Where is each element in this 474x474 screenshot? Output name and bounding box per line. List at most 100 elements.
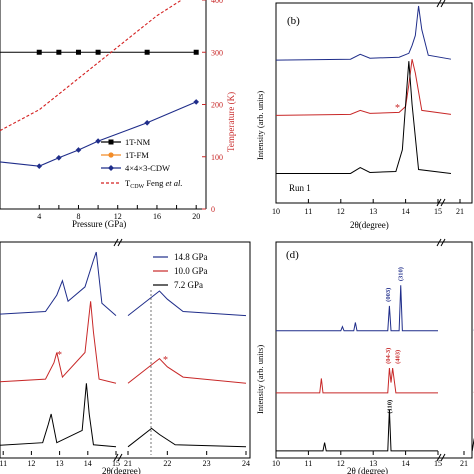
legend-feng-italic: et al.	[165, 178, 182, 188]
panel-b-axis-break	[436, 0, 446, 207]
panel-d-x-tick-label: 11	[305, 459, 313, 468]
panel-a-point	[56, 154, 62, 161]
legend-label-feng: TCDW Feng et al.	[125, 178, 182, 190]
legend-feng-mid: Feng	[144, 178, 165, 188]
panel-c: 10111213141521222324 2θ(degree) * * 14.8…	[0, 238, 251, 474]
panel-b-label: (b)	[287, 15, 300, 27]
panel-c-series-line	[127, 357, 247, 384]
panel-b-x-tick-label: 12	[337, 207, 345, 216]
panel-d-axis-break	[436, 238, 446, 462]
panel-c-series-line	[0, 301, 117, 384]
legend-label-7-2: 7.2 GPa	[174, 280, 203, 290]
panel-a-point	[193, 49, 199, 55]
panel-a-series-line	[0, 101, 197, 167]
panel-d-ylabel: Intensity (arb. units)	[255, 345, 265, 414]
panel-d-peak-labels: (003)(310)(313)(04-3)(403)(4-43)(110)(01…	[385, 267, 474, 438]
panel-b-x-tick-label: 14	[402, 207, 410, 216]
panel-b-x-tick-label: 21	[456, 207, 464, 216]
panel-c-xlabel: 2θ(degree)	[102, 466, 141, 474]
panel-b-series-line	[275, 59, 452, 116]
panel-a-point	[144, 49, 150, 55]
panel-d-peak-label: (310)	[398, 267, 405, 281]
legend-label-fm: 1T-FM	[125, 150, 149, 160]
panel-a-ylabel-right: Temperature (K)	[226, 92, 236, 152]
panel-d-series-line	[276, 367, 438, 394]
panel-a-point	[193, 99, 199, 105]
panel-d-x-tick-label: 21	[460, 459, 468, 468]
panel-c-x-tick-label: 11	[0, 459, 7, 468]
panel-a-point	[56, 49, 62, 55]
panel-a-y-tick-label: 0	[211, 205, 215, 214]
panel-c-x-tick-label: 22	[163, 459, 171, 468]
panel-c-star-1: *	[57, 350, 62, 361]
panel-b-star-marker: *	[395, 103, 400, 114]
panel-b-x-tick-label: 13	[369, 207, 377, 216]
panel-a-series	[0, 0, 199, 169]
panel-b-series	[275, 5, 452, 174]
panel-d-series-line	[276, 285, 438, 332]
panel-d-x-tick-label: 13	[369, 459, 377, 468]
panel-a: 4 8 12 16 20 0 100 200 300 400 Pressure (GPa) Te…	[0, 0, 236, 229]
panel-c-legend: 14.8 GPa 10.0 GPa 7.2 GPa	[153, 252, 208, 290]
panel-a-x-tick-label: 20	[192, 212, 200, 221]
panel-a-point	[144, 119, 150, 126]
legend-marker-fm	[108, 152, 114, 158]
panel-d-x-tick-label: 12	[337, 459, 345, 468]
legend-label-10-0: 10.0 GPa	[174, 266, 208, 276]
panel-c-series-line	[127, 290, 247, 317]
panel-a-x-tick-label: 16	[153, 212, 161, 221]
panel-b-x-tick-label: 11	[305, 207, 313, 216]
panel-a-x-tick-label: 12	[114, 212, 122, 221]
panel-c-series	[0, 251, 247, 448]
legend-feng-prefix: T	[125, 178, 131, 188]
panel-c-series-line	[127, 427, 247, 448]
panel-c-x-tick-label: 23	[203, 459, 211, 468]
legend-feng-sub: CDW	[130, 184, 144, 190]
panel-a-y-tick-label: 400	[211, 0, 223, 5]
legend-label-nm: 1T-NM	[125, 137, 151, 147]
panel-c-x-tick-label: 14	[84, 459, 92, 468]
panel-a-point	[75, 49, 81, 55]
panel-b-frame	[275, 2, 473, 204]
panel-b-series-line	[276, 61, 452, 174]
panel-d-frame	[275, 241, 473, 459]
panel-d-x-tick-label: 15	[434, 459, 442, 468]
legend-marker-cdw	[108, 165, 114, 171]
panel-a-legend: 1T-NM 1T-FM 4×4×3-CDW TCDW Feng et al.	[101, 137, 182, 190]
panel-d-peak-label: (403)	[395, 350, 402, 364]
panel-c-x-tick-label: 24	[242, 459, 250, 468]
panel-d-peak-label: (110)	[386, 400, 393, 414]
panel-d-xlabel: 2θ (degree)	[347, 466, 388, 474]
panel-b: 10 11 12 13 14 15 21 (b) Intensity (arb. units…	[255, 0, 473, 230]
panel-d-peak-label: (003)	[385, 288, 392, 302]
panel-d-series-line	[471, 438, 474, 451]
panel-a-x-ticks: 4 8 12 16 20	[37, 205, 200, 221]
panel-c-series-line	[0, 251, 117, 316]
panel-a-series-line	[0, 0, 182, 132]
panel-a-x-tick-label: 8	[76, 212, 80, 221]
legend-marker-nm	[108, 139, 114, 145]
panel-a-point	[95, 49, 101, 55]
panel-a-x-tick-label: 4	[37, 212, 41, 221]
panel-d-series-line	[276, 409, 438, 452]
panel-b-run-label: Run 1	[289, 183, 311, 193]
panel-d-label: (d)	[286, 249, 299, 261]
panel-d-x-ticks: 10 11 12 13 14 15 21	[272, 451, 468, 468]
panel-a-point	[75, 147, 82, 153]
panel-c-x-tick-label: 15	[112, 459, 120, 468]
panel-c-frame	[0, 241, 251, 459]
panel-c-axis-break	[113, 238, 123, 462]
panel-b-series-line	[275, 5, 452, 61]
panel-d-x-tick-label: 14	[402, 459, 410, 468]
legend-label-14-8: 14.8 GPa	[174, 252, 208, 262]
panel-a-point	[95, 138, 101, 144]
panel-a-y-tick-label: 100	[211, 153, 223, 162]
panel-c-series-line	[0, 383, 117, 448]
panel-a-y-tick-label: 200	[211, 101, 223, 110]
panel-c-x-tick-label: 12	[27, 459, 35, 468]
panel-d-series	[276, 285, 474, 452]
panel-d-peak-label: (04-3)	[385, 348, 392, 364]
panel-a-point	[36, 163, 43, 169]
